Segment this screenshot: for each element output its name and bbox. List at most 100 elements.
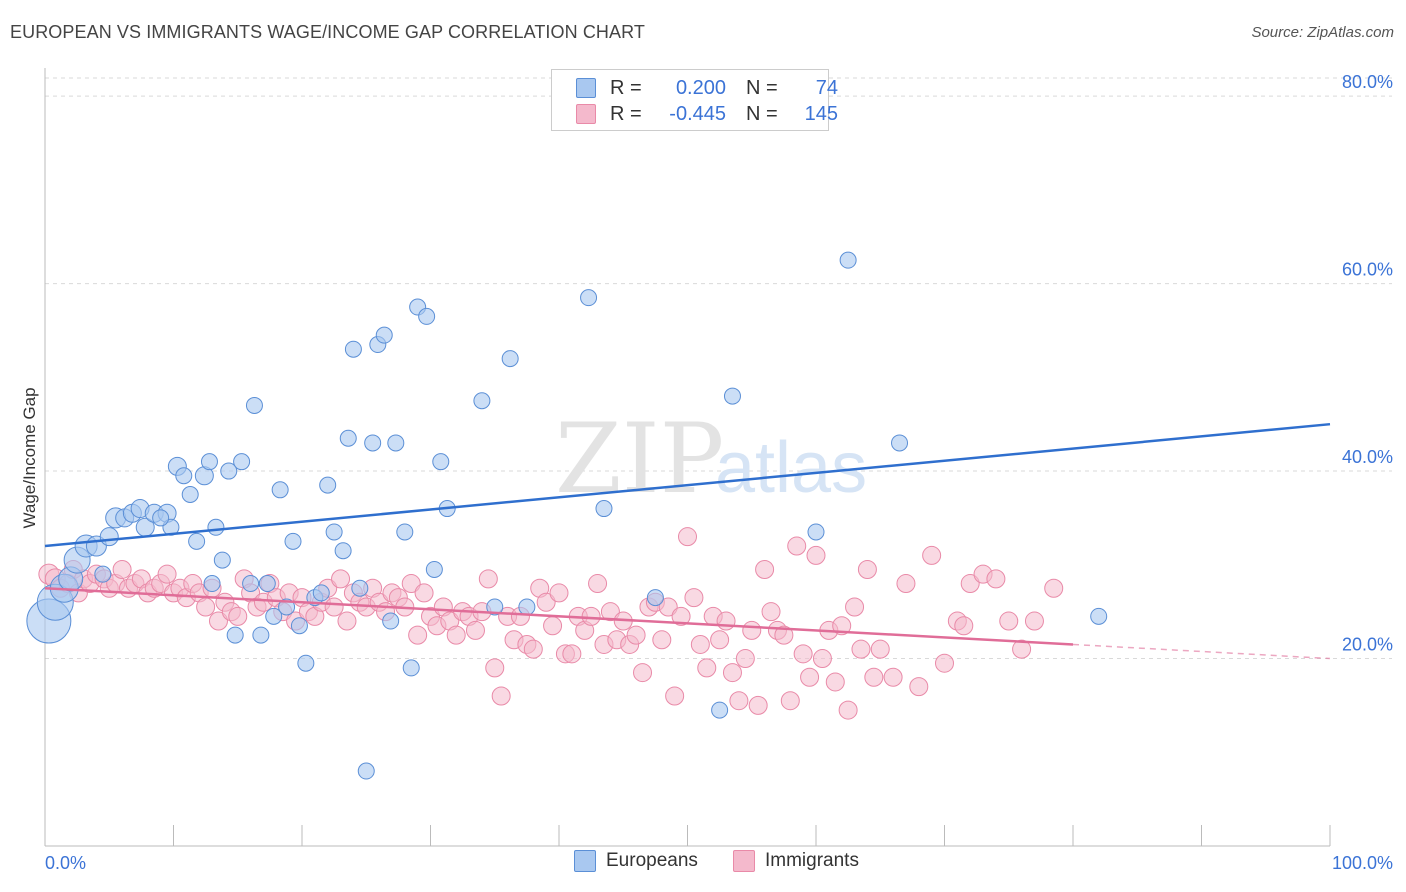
immigrants-point <box>954 616 974 636</box>
immigrants-point <box>812 649 832 669</box>
immigrants-point <box>678 527 697 547</box>
europeans-point <box>344 340 362 358</box>
immigrants-point <box>536 592 556 612</box>
europeans-point <box>258 575 276 593</box>
europeans-point <box>723 387 741 405</box>
europeans-point <box>432 453 450 471</box>
x-tick-label: 0.0% <box>45 853 86 873</box>
immigrants-point <box>1044 578 1064 598</box>
legend-r-label: R = <box>610 76 642 99</box>
series-europeans-points <box>26 251 1108 780</box>
tick-labels: 20.0% 40.0% 60.0% 80.0% 0.0% 100.0% <box>45 72 1393 873</box>
immigrants-point <box>857 559 877 579</box>
legend-n-label: N = <box>746 76 778 99</box>
europeans-point <box>339 429 357 447</box>
immigrants-point <box>228 606 248 626</box>
immigrants-point <box>523 639 543 659</box>
watermark-atlas: atlas <box>715 428 867 508</box>
immigrants-point <box>787 536 807 556</box>
europeans-point <box>94 565 112 583</box>
europeans-point <box>357 762 375 780</box>
immigrants-point <box>722 663 742 683</box>
immigrants-point <box>825 672 845 692</box>
immigrants-point <box>324 597 344 617</box>
europeans-point <box>595 500 613 518</box>
immigrants-point <box>999 611 1019 631</box>
y-tick-label: 20.0% <box>1342 635 1393 655</box>
europeans-point <box>200 453 218 471</box>
immigrants-point <box>960 574 980 594</box>
europeans-point <box>387 434 405 452</box>
legend-n-value: 74 <box>815 76 838 99</box>
europeans-point <box>351 579 369 597</box>
immigrants-point <box>485 658 505 678</box>
europeans-point <box>711 701 729 719</box>
europeans-point <box>807 523 825 541</box>
immigrants-point <box>870 639 890 659</box>
immigrants-point <box>909 677 929 697</box>
europeans-point <box>152 509 170 527</box>
y-axis-label: Wage/Income Gap <box>20 387 39 528</box>
europeans-point <box>486 598 504 616</box>
legend-row-immigrants: R = -0.445 N = 145 <box>576 102 838 126</box>
europeans-point <box>297 654 315 672</box>
europeans-trend-line <box>44 422 1331 548</box>
immigrants-point <box>337 611 357 631</box>
legend-label-europeans: Europeans <box>606 850 698 871</box>
europeans-point <box>99 527 119 547</box>
europeans-point <box>245 396 263 414</box>
immigrants-point <box>986 569 1006 589</box>
immigrants-point <box>800 667 820 687</box>
europeans-point <box>175 467 193 485</box>
immigrants-point <box>742 620 762 640</box>
immigrants-point <box>806 545 826 565</box>
y-tick-label: 40.0% <box>1342 447 1393 467</box>
immigrants-point <box>1012 639 1032 659</box>
immigrants-point <box>465 620 485 640</box>
europeans-point <box>312 584 330 602</box>
europeans-point <box>375 326 393 344</box>
europeans-point <box>252 626 270 644</box>
legend-box: R = 0.200 N = 74 R = -0.445 N = 145 <box>551 69 838 131</box>
immigrants-point <box>157 564 177 584</box>
europeans-point <box>1090 607 1108 625</box>
immigrants-point <box>549 583 569 603</box>
europeans-point <box>518 598 536 616</box>
immigrants-point <box>208 611 228 631</box>
europeans-point <box>839 251 857 269</box>
chart-title: EUROPEAN VS IMMIGRANTS WAGE/INCOME GAP C… <box>10 22 646 42</box>
europeans-point <box>181 485 199 503</box>
immigrants-point <box>774 625 794 645</box>
europeans-point <box>396 523 414 541</box>
legend-item-europeans: Europeans <box>574 850 698 872</box>
y-tick-label: 60.0% <box>1342 260 1393 280</box>
europeans-point <box>364 434 382 452</box>
x-tick-label: 100.0% <box>1332 853 1393 873</box>
y-tick-label: 80.0% <box>1342 72 1393 92</box>
immigrants-point <box>414 583 434 603</box>
immigrants-point <box>652 630 672 650</box>
europeans-point <box>418 307 436 325</box>
immigrants-point <box>600 602 620 622</box>
immigrants-point <box>408 625 428 645</box>
europeans-point <box>501 350 519 368</box>
immigrants-point <box>626 625 646 645</box>
immigrants-point <box>761 602 781 622</box>
legend-swatch-pink <box>733 850 755 872</box>
immigrants-point <box>581 606 601 626</box>
legend-swatch-blue <box>576 78 596 98</box>
immigrants-point <box>883 667 903 687</box>
legend-item-immigrants: Immigrants <box>733 850 859 872</box>
immigrants-trend-line <box>44 586 1074 646</box>
series-immigrants-points <box>38 527 1064 720</box>
europeans-point <box>891 434 909 452</box>
europeans-point <box>203 575 221 593</box>
europeans-point <box>207 518 225 536</box>
immigrants-point <box>935 653 954 673</box>
immigrants-point <box>543 616 563 636</box>
immigrants-point <box>331 569 351 589</box>
immigrants-point <box>748 695 768 715</box>
europeans-point <box>265 607 283 625</box>
europeans-point <box>382 612 400 630</box>
legend-swatch-blue <box>574 850 596 872</box>
